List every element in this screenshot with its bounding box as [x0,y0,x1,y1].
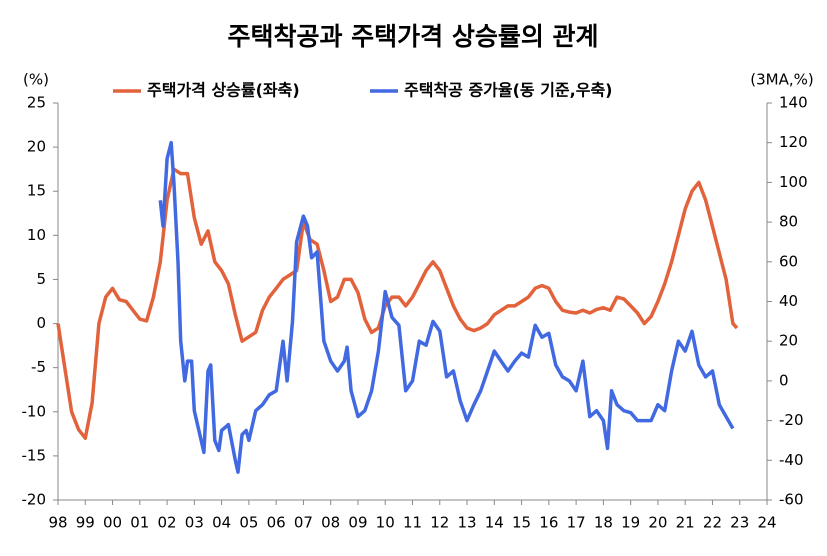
legend-label: 주택가격 상승률(좌축) [147,81,300,100]
y-tick-label: 10 [27,226,46,244]
y-tick-label: 25 [27,94,46,112]
x-tick-label: 09 [348,514,367,532]
y-tick-label: -10 [22,402,47,420]
x-tick-label: 07 [294,514,313,532]
x-tick-label: 08 [321,514,340,532]
x-tick-label: 00 [103,514,122,532]
y2-tick-label: -40 [779,451,804,469]
x-tick-label: 23 [730,514,749,532]
x-tick-label: 13 [457,514,476,532]
y2-tick-label: 100 [779,173,808,191]
y2-tick-label: 140 [779,94,808,112]
x-tick-label: 05 [239,514,258,532]
x-tick-label: 20 [648,514,667,532]
y-tick-label: -5 [31,358,46,376]
x-tick-label: 21 [676,514,695,532]
y-tick-label: 15 [27,182,46,200]
y-tick-label: 0 [36,314,46,332]
y2-axis-label: (3MA,%) [750,71,813,89]
chart-title: 주택착공과 주택가격 상승률의 관계 [227,22,598,51]
series-line [158,140,735,474]
x-tick-label: 06 [267,514,286,532]
x-tick-label: 02 [158,514,177,532]
x-tick-label: 12 [430,514,449,532]
y-tick-label: -20 [22,491,47,509]
x-tick-label: 22 [703,514,722,532]
x-tick-label: 11 [403,514,422,532]
y2-tick-label: 20 [779,332,798,350]
y2-tick-label: 80 [779,213,798,231]
y-tick-label: 5 [36,270,46,288]
x-tick-label: 15 [512,514,531,532]
x-tick-label: 98 [48,514,67,532]
x-tick-label: 19 [621,514,640,532]
y2-tick-label: 60 [779,252,798,270]
x-tick-label: 03 [185,514,204,532]
x-tick-label: 16 [539,514,558,532]
y2-tick-label: -20 [779,411,804,429]
y-tick-label: 20 [27,138,46,156]
x-tick-label: 01 [130,514,149,532]
x-tick-label: 14 [485,514,504,532]
y2-tick-label: 40 [779,292,798,310]
y2-tick-label: -60 [779,491,804,509]
y2-tick-label: 120 [779,133,808,151]
x-tick-label: 24 [757,514,776,532]
x-tick-label: 99 [76,514,95,532]
x-tick-label: 18 [594,514,613,532]
series-line [56,167,739,440]
y2-tick-label: 0 [779,371,789,389]
x-tick-label: 10 [376,514,395,532]
x-tick-label: 04 [212,514,231,532]
x-tick-label: 17 [567,514,586,532]
y-axis-label: (%) [23,71,49,89]
y-tick-label: -15 [22,446,47,464]
legend-label: 주택착공 증가율(동 기준,우축) [404,81,612,100]
